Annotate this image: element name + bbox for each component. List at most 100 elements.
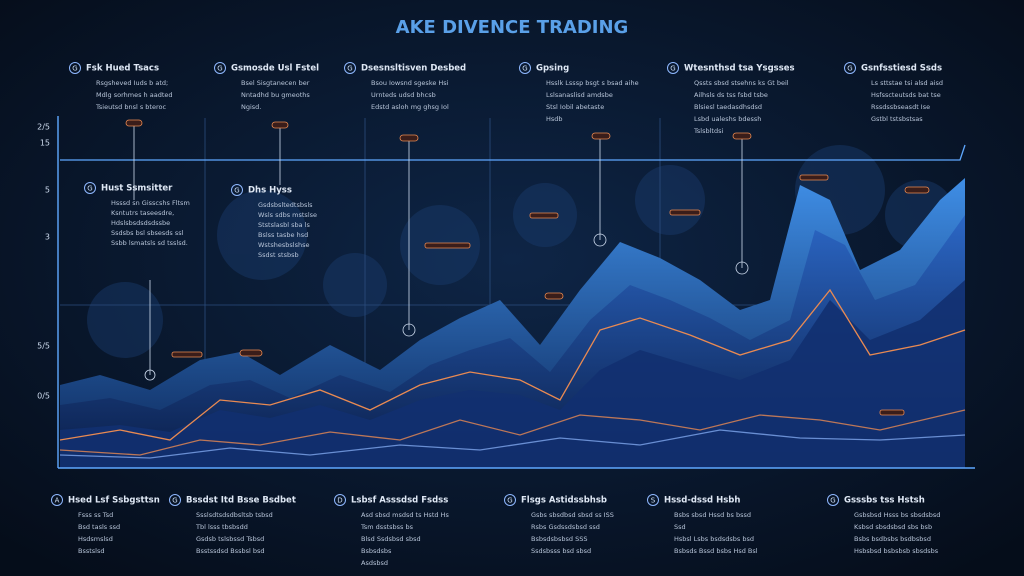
note-line: Bslss tasbe hsd: [258, 231, 308, 239]
note-line: Ststslasbl sba ls: [258, 221, 311, 229]
note-icon: G: [172, 497, 177, 505]
note-line: Ngisd.: [241, 103, 261, 111]
axis-label: 3: [45, 233, 50, 242]
note-line: Bsd tasls ssd: [78, 523, 120, 531]
note-line: Hsdb: [546, 115, 563, 123]
note-line: Asdsbsd: [361, 559, 388, 567]
note-heading: Bssdst Itd Bsse Bsdbet: [186, 496, 296, 506]
note-line: Bsou Iowsnd sgeske Hsi: [371, 79, 449, 87]
note-line: Hsssd sn Gisscshs Fltsm: [111, 199, 190, 207]
note-line: Rssdssbseasdt Ise: [871, 103, 930, 111]
note-line: Ssdsbsss bsd sbsd: [531, 547, 591, 555]
note-heading: Hsed Lsf Ssbgsttsn: [68, 496, 160, 506]
note-line: Tsieutsd bnsl s bteroc: [95, 103, 166, 111]
note-heading: Gsnfsstiesd Ssds: [861, 64, 942, 74]
note-line: Hsbsbsd bsbsbsb sbsdsbs: [854, 547, 939, 555]
note-icon: G: [670, 65, 675, 73]
note-icon-ring: [51, 494, 63, 506]
callout-pins: [133, 125, 749, 381]
note-line: Gsbsbsd Hsss bs sbsdsbsd: [854, 511, 940, 519]
note-line: Lsbd ualeshs bdessh: [694, 115, 761, 123]
axis-label: 5: [45, 186, 50, 195]
note-icon-ring: [231, 184, 243, 196]
note-line: Ssbb lsmatsls sd tsslsd.: [111, 239, 188, 247]
note-line: Ssdst stsbsb: [258, 251, 299, 259]
axis-label: 15: [40, 139, 50, 148]
note-icon: G: [830, 497, 835, 505]
note-line: Gstbl tstsbstsas: [871, 115, 923, 123]
note-line: Hdslsbsdsdsdssbe: [111, 219, 170, 227]
note-icon-ring: [844, 62, 856, 74]
note-line: Tsm dsstsbss bs: [360, 523, 414, 531]
note-line: Ailhsls ds tss fsbd tsbe: [694, 91, 768, 99]
note-line: Bsbs sbsd Hssd bs bssd: [674, 511, 751, 519]
note-line: Rsbs Gsdssdsbsd ssd: [531, 523, 600, 531]
axis-label: 0/5: [37, 392, 50, 401]
note-icon: G: [87, 185, 92, 193]
tag-pills: [125, 119, 930, 416]
note-icon: G: [522, 65, 527, 73]
note-line: Nntadhd bu gmeoths: [241, 91, 310, 99]
note-line: Hsslk Lsssp bsgt s bsad aihe: [546, 79, 639, 87]
note-icon: G: [72, 65, 77, 73]
note-icon-ring: [504, 494, 516, 506]
note-line: Bsbsdsbsbsd SSS: [531, 535, 587, 543]
note-line: Mdlg sorhmes h aadted: [96, 91, 173, 99]
note-heading: Flsgs Astidssbhsb: [521, 496, 607, 506]
note-icon: G: [234, 187, 239, 195]
note-line: Ssdsbs bsl sbsesds ssl: [111, 229, 184, 237]
note-line: Ksbsd sbsdsbsd sbs bsb: [854, 523, 932, 531]
note-heading: Gsssbs tss Hstsh: [844, 496, 925, 506]
axes: [57, 116, 975, 469]
note-line: Blsiesl taedasdhsdsd: [694, 103, 762, 111]
note-icon-ring: [344, 62, 356, 74]
note-icon: G: [347, 65, 352, 73]
note-icon-ring: [214, 62, 226, 74]
note-line: Wstshesbslshse: [258, 241, 309, 249]
note-line: Edstd asloh mg ghsg Iol: [371, 103, 449, 111]
note-line: Bsstssdsd Bssbsl bsd: [196, 547, 265, 555]
note-line: Ls sttstae tsi alsd aisd: [871, 79, 943, 87]
note-icon-ring: [667, 62, 679, 74]
note-icon: A: [55, 497, 60, 505]
area-waves: [60, 178, 965, 468]
note-line: Ssd: [674, 523, 686, 531]
note-line: Hsbsl Lsbs bsdsdsbs bsd: [674, 535, 754, 543]
note-line: Stsl Iobil abetaste: [546, 103, 604, 111]
note-line: Bsel Sisgtanecen ber: [241, 79, 310, 87]
note-line: Bsbsds Bssd bsbs Hsd Bsl: [674, 547, 758, 555]
note-icon: D: [337, 497, 342, 505]
note-line: Asd sbsd msdsd ts Hstd Hs: [361, 511, 449, 519]
note-icon-ring: [519, 62, 531, 74]
note-line: Bsbsdsbs: [361, 547, 392, 555]
note-heading: Hust Ssmsitter: [101, 184, 173, 194]
note-heading: Gsmosde Usl Fstel: [231, 64, 319, 74]
note-icon-ring: [827, 494, 839, 506]
note-heading: Hssd-dssd Hsbh: [664, 496, 740, 506]
note-line: Blsd Ssdsbsd sbsd: [361, 535, 421, 543]
note-icon-ring: [169, 494, 181, 506]
note-heading: Dsesnsltisven Desbed: [361, 64, 466, 74]
note-line: Qssts sbsd stsehns ks Gt beil: [694, 79, 789, 87]
trend-lines: [59, 144, 966, 459]
note-line: Gsdsbsltedtsbsls: [258, 201, 313, 209]
note-icon-ring: [69, 62, 81, 74]
note-line: Tbl lsss tbsbsdd: [195, 523, 248, 531]
notes: G Fsk Hued Tsacs Rsgsheved Iuds b atd; Mdlg…: [37, 62, 943, 567]
note-line: Gsdsb tslsbssd Tsbsd: [196, 535, 264, 543]
note-line: Fsss ss Tsd: [78, 511, 113, 519]
note-heading: Gpsing: [536, 64, 569, 74]
note-heading: Lsbsf Asssdsd Fsdss: [351, 496, 448, 506]
note-line: Bsstslsd: [78, 547, 105, 555]
note-line: Wsls sdbs mstslse: [258, 211, 317, 219]
note-heading: Fsk Hued Tsacs: [86, 64, 159, 74]
note-line: Tslsbltdsi: [693, 127, 723, 135]
axis-label: 2/5: [37, 123, 50, 132]
note-icon: G: [847, 65, 852, 73]
note-line: Lslsanaslisd amdsbe: [546, 91, 613, 99]
note-line: Urnteds udsd bhcsb: [371, 91, 436, 99]
note-icon-ring: [334, 494, 346, 506]
note-icon-ring: [84, 182, 96, 194]
note-line: Gsbs sbsdbsd sbsd ss ISS: [531, 511, 614, 519]
